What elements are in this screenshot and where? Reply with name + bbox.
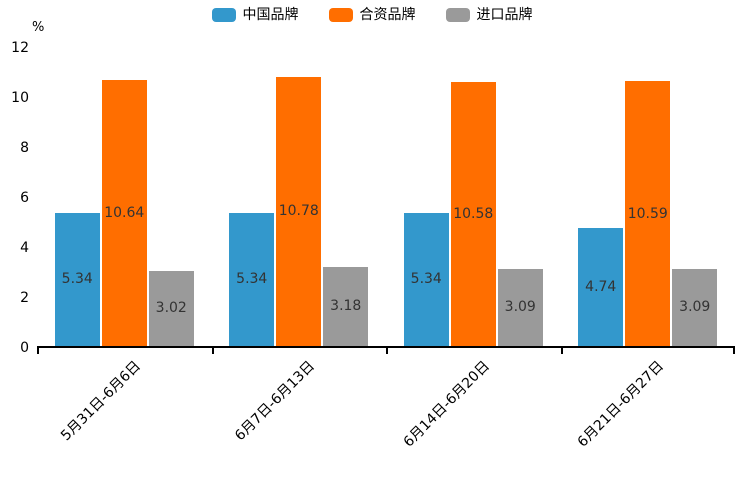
bar-value-label: 3.18 <box>330 298 362 315</box>
bar-合资品牌-1[interactable]: 10.78 <box>276 76 322 346</box>
x-axis-tick <box>211 348 214 354</box>
bar-value-label: 5.34 <box>410 271 442 288</box>
x-category-label-0: 5月31日-6月6日 <box>57 358 144 445</box>
y-tick-label: 10 <box>11 90 29 106</box>
legend-item-0[interactable]: 中国品牌 <box>211 7 299 23</box>
bar-value-label: 3.09 <box>679 299 711 316</box>
bar-group-2: 5.34 10.58 3.09 <box>386 48 561 346</box>
bar-value-label: 10.64 <box>104 205 145 221</box>
bar-value-label: 3.09 <box>504 299 536 316</box>
bar-合资品牌-3[interactable]: 10.59 <box>625 81 671 346</box>
x-category-label-1: 6月7日-6月13日 <box>232 358 319 445</box>
bar-group-0: 5.34 10.64 3.02 <box>37 48 212 346</box>
bar-value-label: 5.34 <box>61 271 93 288</box>
bar-进口品牌-2[interactable]: 3.09 <box>497 268 543 346</box>
bar-中国品牌-2[interactable]: 5.34 <box>403 212 449 346</box>
y-tick-label: 4 <box>20 240 29 256</box>
bar-value-label: 5.34 <box>236 271 268 288</box>
y-tick-label: 0 <box>20 340 29 356</box>
bar-group-1: 5.34 10.78 3.18 <box>212 48 387 346</box>
plot-area: 5.34 10.64 3.02 5.34 10.78 3.18 5.34 10.58 3.09 4… <box>11 40 735 356</box>
legend-swatch-icon <box>211 8 236 22</box>
bar-合资品牌-0[interactable]: 10.64 <box>101 80 147 346</box>
y-tick-label: 2 <box>20 290 29 306</box>
bar-value-label: 10.78 <box>278 203 319 220</box>
x-axis-tick <box>37 348 39 354</box>
bar-value-label: 10.58 <box>453 205 494 222</box>
y-axis-unit-label: % <box>32 20 45 35</box>
y-tick-label: 8 <box>20 140 29 156</box>
legend-swatch-icon <box>445 8 470 22</box>
x-axis-tick <box>560 348 563 354</box>
legend-item-2[interactable]: 进口品牌 <box>445 7 533 23</box>
bar-合资品牌-2[interactable]: 10.58 <box>450 81 496 346</box>
legend-item-label: 中国品牌 <box>242 7 299 23</box>
bar-value-label: 4.74 <box>585 278 617 295</box>
legend-item-1[interactable]: 合资品牌 <box>328 7 416 23</box>
y-tick-label: 12 <box>11 40 29 56</box>
bar-中国品牌-3[interactable]: 4.74 <box>578 227 624 346</box>
bar-进口品牌-3[interactable]: 3.09 <box>672 268 718 346</box>
bar-groups: 5.34 10.64 3.02 5.34 10.78 3.18 5.34 10.58 3.09 4… <box>37 48 735 346</box>
legend-item-label: 合资品牌 <box>359 7 416 23</box>
x-category-label-3: 6月21日-6月27日 <box>574 358 668 451</box>
legend-swatch-icon <box>328 8 353 22</box>
x-axis-tick <box>386 348 388 354</box>
legend: 中国品牌 合资品牌 进口品牌 <box>0 7 744 23</box>
x-axis-tick <box>733 348 735 354</box>
bar-进口品牌-1[interactable]: 3.18 <box>323 266 369 346</box>
bar-value-label: 10.59 <box>627 205 668 222</box>
bar-group-3: 4.74 10.59 3.09 <box>561 48 736 346</box>
bar-value-label: 3.02 <box>155 300 187 317</box>
x-category-label-2: 6月14日-6月20日 <box>400 358 493 451</box>
y-tick-label: 6 <box>20 190 29 206</box>
bar-中国品牌-0[interactable]: 5.34 <box>54 212 100 346</box>
bar-进口品牌-0[interactable]: 3.02 <box>148 270 194 346</box>
legend-item-label: 进口品牌 <box>476 7 533 23</box>
bar-中国品牌-1[interactable]: 5.34 <box>229 212 275 346</box>
